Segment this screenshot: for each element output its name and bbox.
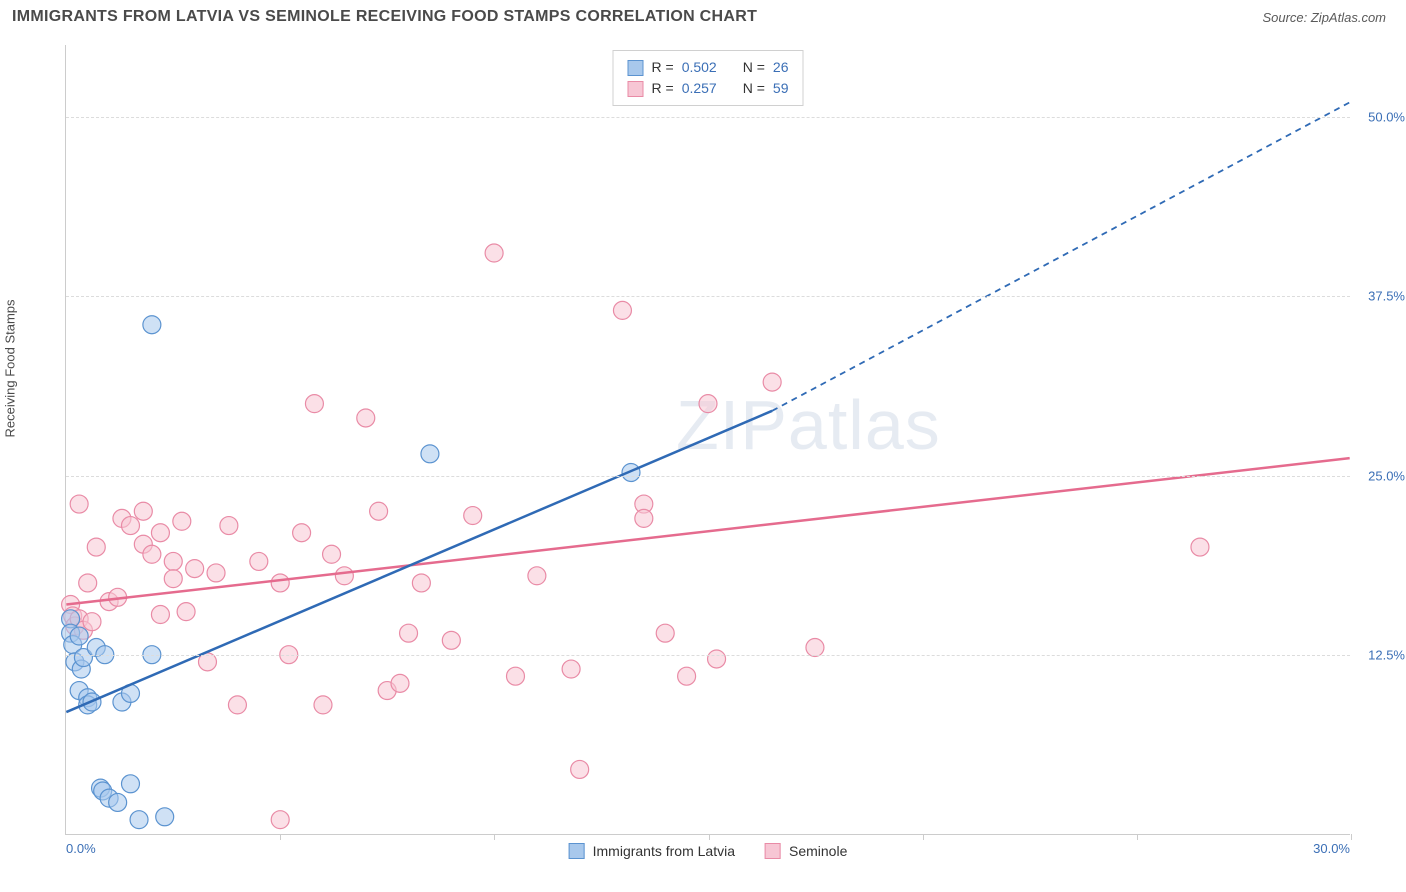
trend-line-pink	[66, 458, 1349, 604]
data-point	[143, 545, 161, 563]
y-tick-label: 50.0%	[1355, 109, 1405, 124]
plot-area: ZIPatlas R = 0.502 N = 26 R = 0.257 N = …	[65, 45, 1350, 835]
data-point	[83, 613, 101, 631]
data-point	[220, 517, 238, 535]
legend-bottom-pink: Seminole	[765, 843, 847, 859]
legend-n-label: N =	[743, 57, 765, 78]
data-point	[186, 560, 204, 578]
chart-source: Source: ZipAtlas.com	[1262, 10, 1386, 25]
data-point	[173, 512, 191, 530]
legend-r-label-2: R =	[652, 78, 674, 99]
legend-swatch-pink	[628, 81, 644, 97]
grid-line	[66, 476, 1350, 477]
grid-line	[66, 296, 1350, 297]
data-point	[421, 445, 439, 463]
data-point	[370, 502, 388, 520]
data-point	[121, 517, 139, 535]
data-point	[70, 495, 88, 513]
data-point	[156, 808, 174, 826]
data-point	[391, 674, 409, 692]
legend-bottom-blue: Immigrants from Latvia	[569, 843, 735, 859]
data-point	[699, 395, 717, 413]
x-axis-min-label: 0.0%	[66, 841, 96, 856]
data-point	[562, 660, 580, 678]
legend-blue-n: 26	[773, 57, 789, 78]
data-point	[464, 507, 482, 525]
data-point	[528, 567, 546, 585]
legend-blue-r: 0.502	[682, 57, 717, 78]
data-point	[357, 409, 375, 427]
trend-line-blue-dashed	[772, 102, 1350, 410]
data-point	[70, 627, 88, 645]
legend-bottom: Immigrants from Latvia Seminole	[569, 843, 848, 859]
legend-bottom-blue-label: Immigrants from Latvia	[593, 843, 735, 859]
legend-row-pink: R = 0.257 N = 59	[628, 78, 789, 99]
data-point	[656, 624, 674, 642]
data-point	[708, 650, 726, 668]
data-point	[228, 696, 246, 714]
legend-bottom-pink-label: Seminole	[789, 843, 847, 859]
legend-bottom-swatch-pink	[765, 843, 781, 859]
data-point	[485, 244, 503, 262]
chart-container: ZIPatlas R = 0.502 N = 26 R = 0.257 N = …	[50, 40, 1390, 850]
legend-row-blue: R = 0.502 N = 26	[628, 57, 789, 78]
legend-pink-r: 0.257	[682, 78, 717, 99]
legend-n-label-2: N =	[743, 78, 765, 99]
x-tick	[1351, 834, 1352, 840]
y-tick-label: 12.5%	[1355, 648, 1405, 663]
x-tick	[494, 834, 495, 840]
x-tick	[1137, 834, 1138, 840]
legend-stats: R = 0.502 N = 26 R = 0.257 N = 59	[613, 50, 804, 106]
data-point	[87, 538, 105, 556]
data-point	[806, 639, 824, 657]
data-point	[164, 552, 182, 570]
data-point	[109, 793, 127, 811]
chart-header: IMMIGRANTS FROM LATVIA VS SEMINOLE RECEI…	[0, 0, 1406, 30]
data-point	[613, 301, 631, 319]
legend-swatch-blue	[628, 60, 644, 76]
legend-bottom-swatch-blue	[569, 843, 585, 859]
data-point	[250, 552, 268, 570]
data-point	[323, 545, 341, 563]
y-tick-label: 37.5%	[1355, 289, 1405, 304]
data-point	[164, 570, 182, 588]
legend-r-label: R =	[652, 57, 674, 78]
data-point	[293, 524, 311, 542]
data-point	[305, 395, 323, 413]
data-point	[271, 574, 289, 592]
plot-svg	[66, 45, 1350, 834]
data-point	[134, 502, 152, 520]
grid-line	[66, 655, 1350, 656]
data-point	[335, 567, 353, 585]
x-axis-max-label: 30.0%	[1313, 841, 1350, 856]
legend-pink-n: 59	[773, 78, 789, 99]
data-point	[177, 603, 195, 621]
data-point	[442, 631, 460, 649]
data-point	[121, 775, 139, 793]
data-point	[207, 564, 225, 582]
data-point	[678, 667, 696, 685]
data-point	[1191, 538, 1209, 556]
data-point	[763, 373, 781, 391]
data-point	[130, 811, 148, 829]
data-point	[151, 606, 169, 624]
y-tick-label: 25.0%	[1355, 468, 1405, 483]
data-point	[635, 509, 653, 527]
data-point	[271, 811, 289, 829]
data-point	[79, 574, 97, 592]
data-point	[143, 316, 161, 334]
data-point	[400, 624, 418, 642]
data-point	[314, 696, 332, 714]
y-axis-label: Receiving Food Stamps	[3, 299, 18, 437]
data-point	[507, 667, 525, 685]
data-point	[412, 574, 430, 592]
data-point	[151, 524, 169, 542]
x-tick	[923, 834, 924, 840]
grid-line	[66, 117, 1350, 118]
chart-title: IMMIGRANTS FROM LATVIA VS SEMINOLE RECEI…	[12, 8, 757, 26]
x-tick	[280, 834, 281, 840]
x-tick	[709, 834, 710, 840]
data-point	[571, 760, 589, 778]
